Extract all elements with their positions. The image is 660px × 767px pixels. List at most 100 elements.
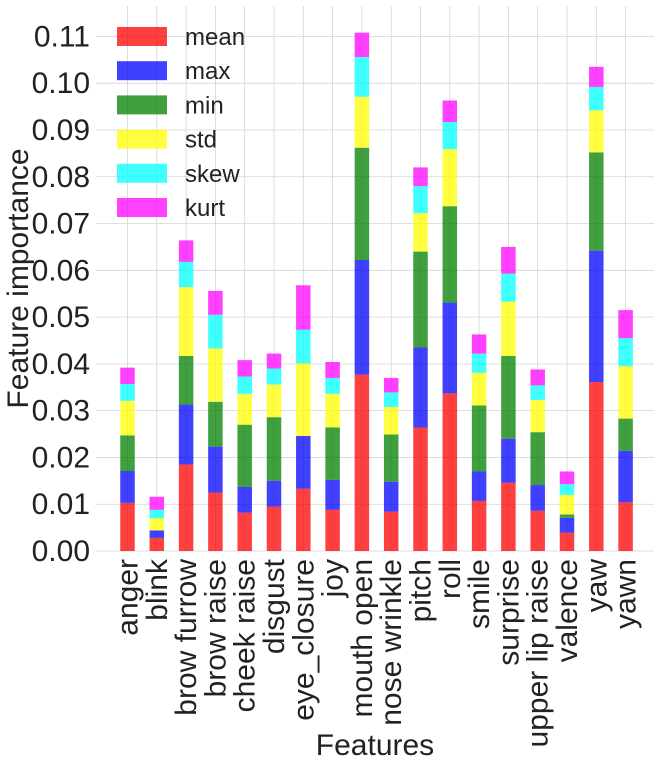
bar-segment-kurt: [530, 369, 545, 386]
x-tick-label: mouth open: [346, 559, 379, 717]
x-tick-label: joy: [317, 559, 350, 598]
bar-segment-std: [442, 149, 458, 207]
y-tick-label: 0.03: [32, 395, 90, 428]
bar-segment-max: [149, 530, 165, 538]
bar-segment-std: [618, 366, 633, 419]
bar-segment-skew: [178, 261, 194, 288]
bar-segment-max: [559, 517, 575, 533]
bar-segment-kurt: [354, 32, 370, 57]
bar-segment-min: [208, 401, 223, 447]
bar-segment-max: [471, 471, 487, 501]
bar-segment-mean: [501, 482, 516, 551]
bar-segment-max: [413, 347, 428, 428]
bar-segment-skew: [501, 273, 516, 302]
x-tick-label: brow raise: [199, 559, 232, 697]
y-tick-label: 0.09: [32, 114, 90, 147]
bar-segment-kurt: [178, 240, 194, 262]
bar-segment-std: [354, 96, 370, 148]
bar-segment-mean: [589, 382, 604, 551]
bar-segment-std: [383, 406, 399, 435]
bar-segment-min: [266, 417, 282, 481]
bar-segment-std: [120, 400, 135, 436]
bar-segment-kurt: [149, 496, 165, 510]
bar-segment-skew: [325, 377, 340, 394]
bar-segment-skew: [149, 509, 165, 519]
bar-segment-min: [559, 514, 575, 518]
bar-segment-min: [442, 206, 458, 303]
legend-swatch-min: [117, 95, 167, 115]
bar-segment-max: [237, 486, 252, 513]
bar-segment-max: [530, 485, 545, 511]
bar-segment-std: [325, 393, 340, 428]
bar-segment-min: [501, 355, 516, 439]
bar-segment-max: [208, 446, 223, 493]
bar-segment-kurt: [559, 471, 575, 485]
bar-segment-std: [208, 348, 223, 402]
y-tick-label: 0.02: [32, 441, 90, 474]
bar-segment-kurt: [120, 367, 135, 384]
bar-segment-max: [618, 450, 633, 503]
bar-segment-mean: [208, 492, 223, 551]
x-tick-label: upper lip raise: [522, 559, 555, 747]
bar-segment-kurt: [501, 246, 516, 274]
y-tick-label: 0.05: [32, 301, 90, 334]
y-tick-label: 0.10: [32, 67, 90, 100]
bar-segment-kurt: [266, 353, 282, 369]
x-tick-label: smile: [463, 559, 496, 629]
bar-segment-min: [471, 405, 487, 472]
bar-segment-skew: [413, 186, 428, 214]
bar-segment-max: [266, 480, 282, 507]
bar-segment-skew: [120, 383, 135, 401]
bar-segment-kurt: [589, 66, 604, 87]
bar-segment-skew: [266, 368, 282, 385]
bar-segment-std: [530, 399, 545, 433]
bar-segment-skew: [559, 484, 575, 495]
legend-swatch-max: [117, 61, 167, 81]
bar-segment-kurt: [237, 360, 252, 377]
bar-segment-max: [178, 404, 194, 465]
x-tick-label: brow furrow: [170, 559, 203, 716]
bar-segment-mean: [266, 506, 282, 551]
x-tick-label: valence: [551, 559, 584, 662]
bar-segment-min: [383, 434, 399, 482]
bar-segment-kurt: [618, 310, 633, 339]
legend-label-kurt: kurt: [185, 195, 225, 222]
bar-segment-skew: [442, 122, 458, 150]
bar-segment-min: [325, 427, 340, 480]
legend-swatch-skew: [117, 163, 167, 183]
x-tick-label: roll: [434, 559, 467, 599]
bar-segment-mean: [149, 537, 165, 551]
bar-segment-std: [149, 518, 165, 531]
bar-segment-min: [589, 152, 604, 251]
x-tick-label: surprise: [492, 559, 525, 666]
bar-segment-std: [296, 363, 311, 436]
bar-segment-mean: [354, 374, 370, 551]
x-tick-label: anger: [112, 559, 145, 636]
x-tick-label: yaw: [580, 559, 613, 613]
bar-segment-max: [296, 435, 311, 489]
bar-segment-skew: [530, 385, 545, 400]
bar-segment-skew: [618, 338, 633, 367]
bar-segment-mean: [237, 512, 252, 551]
legend: mean max min std skew kurt: [117, 24, 245, 222]
y-tick-label: 0.01: [32, 488, 90, 521]
bar-segment-kurt: [325, 362, 340, 378]
legend-label-skew: skew: [185, 161, 240, 188]
bar-segment-skew: [237, 376, 252, 394]
legend-label-max: max: [185, 58, 230, 85]
bar-segment-skew: [383, 392, 399, 407]
bar-segment-kurt: [296, 285, 311, 330]
bar-segment-std: [471, 372, 487, 406]
y-tick-label: 0.11: [34, 20, 90, 53]
x-tick-label: yawn: [610, 559, 643, 629]
bar-segment-std: [413, 213, 428, 252]
bar-segment-kurt: [383, 377, 399, 393]
legend-label-mean: mean: [185, 24, 245, 51]
x-tick-label: pitch: [405, 559, 438, 622]
bar-segment-mean: [383, 511, 399, 551]
x-tick-label: disgust: [258, 558, 291, 654]
bar-segment-skew: [471, 353, 487, 373]
legend-label-std: std: [185, 127, 217, 154]
y-tick-label: 0.04: [32, 348, 90, 381]
bar-segment-kurt: [208, 290, 223, 315]
